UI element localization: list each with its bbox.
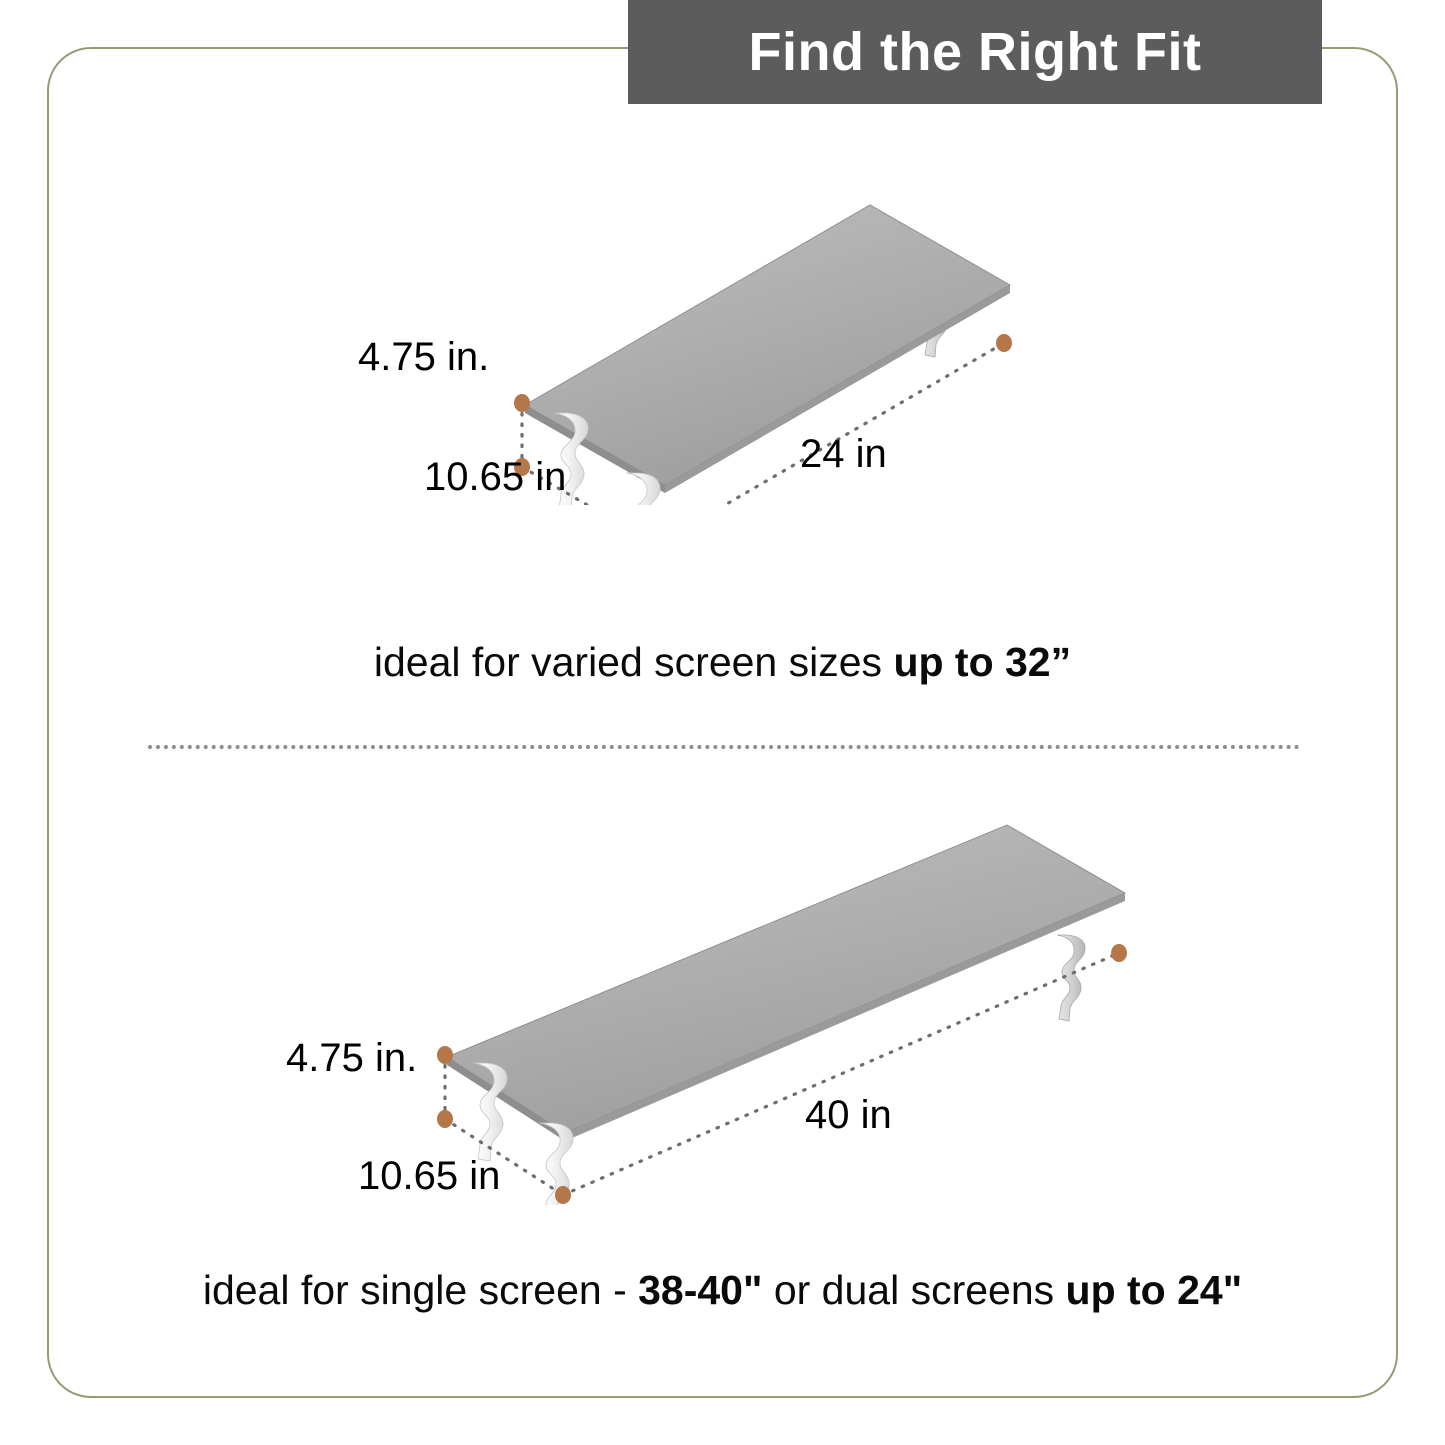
dimension-label-height-24in: 4.75 in. <box>358 335 490 379</box>
caption-24in-bold-1: up to 32” <box>893 639 1072 685</box>
monitor-riser-40in-svg <box>437 824 1127 1205</box>
dimension-label-depth-40in: 10.65 in <box>358 1154 501 1198</box>
depth-leader-line <box>443 1117 565 1197</box>
riser-leg-rear-right <box>1056 934 1086 1022</box>
riser-leg-front-center <box>538 1122 574 1205</box>
product-section-40in: 4.75 in. 10.65 in 40 in ideal for single… <box>0 760 1445 1445</box>
section-divider <box>148 745 1300 749</box>
dimension-label-length-40in: 40 in <box>805 1093 892 1137</box>
caption-40in-bold-1: 38-40" <box>638 1267 763 1313</box>
dot-height-bottom <box>514 458 530 476</box>
dimension-label-depth-24in: 10.65 in <box>424 455 567 499</box>
dot-height-top <box>437 1046 453 1064</box>
dot-length-far <box>996 334 1012 352</box>
dimension-label-length-24in: 24 in <box>800 432 887 476</box>
banner-title: Find the Right Fit <box>748 22 1202 82</box>
dot-height-bottom <box>437 1110 453 1128</box>
riser-tabletop <box>445 824 1127 1141</box>
length-leader-line <box>721 341 1006 505</box>
dot-length-far <box>1111 944 1127 962</box>
caption-24in: ideal for varied screen sizes up to 32” <box>0 642 1445 683</box>
length-leader-line <box>561 951 1121 1197</box>
riser-leg-front-center <box>625 472 661 505</box>
caption-40in-plain-2: or dual screens <box>762 1267 1066 1313</box>
caption-40in-bold-2: up to 24" <box>1065 1267 1243 1313</box>
dot-depth-front <box>555 1186 571 1204</box>
caption-24in-plain-1: ideal for varied screen sizes <box>373 639 894 685</box>
dot-height-top <box>514 394 530 412</box>
product-section-24in: 4.75 in. 10.65 in 24 in ideal for varied… <box>0 175 1445 683</box>
header-banner: Find the Right Fit <box>628 0 1322 104</box>
dimension-label-height-40in: 4.75 in. <box>286 1036 418 1080</box>
riser-leg-front-left <box>472 1062 508 1162</box>
caption-40in: ideal for single screen - 38-40" or dual… <box>0 1270 1445 1311</box>
riser-tabletop <box>523 204 1012 493</box>
product-illustration-24in <box>470 175 1040 505</box>
product-illustration-40in <box>415 805 1155 1205</box>
riser-leg-front-left <box>553 412 589 505</box>
monitor-riser-24in-svg <box>514 204 1012 505</box>
caption-40in-plain-1: ideal for single screen - <box>202 1267 639 1313</box>
